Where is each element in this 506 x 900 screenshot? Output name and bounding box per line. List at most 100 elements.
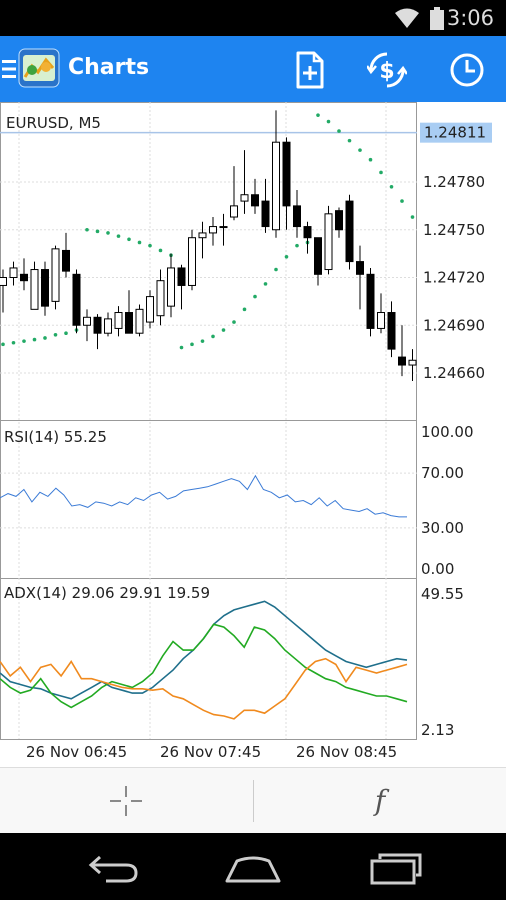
- bullish-candle: [324, 213, 333, 271]
- back-icon[interactable]: [84, 851, 144, 885]
- psar-dot: [148, 243, 152, 248]
- rsi-tick-label: 30.00: [421, 519, 464, 537]
- psar-dot: [379, 170, 383, 175]
- psar-dot: [368, 157, 373, 162]
- current-price-label: 1.24811: [424, 124, 486, 142]
- time-axis: 26 Nov 06:45 26 Nov 07:45 26 Nov 08:45: [26, 743, 397, 761]
- bearish-candle: [387, 312, 396, 350]
- bearish-candle: [366, 273, 375, 329]
- new-document-icon[interactable]: [290, 50, 330, 90]
- bullish-candle: [30, 269, 39, 310]
- bullish-candle: [188, 237, 196, 286]
- bearish-candle: [398, 356, 406, 366]
- adx-plus-di-line: [0, 623, 408, 709]
- bullish-candle: [83, 316, 91, 326]
- indicator-function-icon[interactable]: f: [350, 778, 410, 824]
- bullish-candle: [146, 296, 154, 323]
- price-tick-label: 1.24720: [423, 269, 485, 287]
- bearish-candle: [20, 273, 28, 282]
- adx-lines: [0, 600, 408, 720]
- rsi-label: RSI(14) 55.25: [4, 428, 107, 446]
- psar-dot: [137, 240, 142, 245]
- psar-dot: [179, 345, 184, 350]
- chart-area[interactable]: EURUSD, M5 1.24811 1.24780 1.24750 1.24720…: [0, 102, 506, 767]
- psar-dot: [200, 339, 205, 343]
- psar-dot: [337, 129, 341, 133]
- bearish-candle: [293, 205, 301, 228]
- trade-icon[interactable]: $: [367, 50, 407, 90]
- bearish-candle: [125, 312, 133, 334]
- psar-dot: [53, 333, 58, 337]
- psar-dot: [64, 331, 68, 336]
- rsi-tick-label: 70.00: [421, 464, 464, 482]
- navigation-bar: [0, 833, 506, 900]
- psar-dot: [242, 307, 247, 312]
- app-bar: Charts $: [0, 36, 506, 102]
- status-bar: 3:06: [0, 0, 506, 36]
- bearish-candle: [62, 249, 70, 272]
- candlesticks: [0, 110, 417, 381]
- psar-dot: [95, 229, 100, 234]
- bullish-candle: [230, 205, 238, 218]
- adx-main-line: [0, 600, 408, 700]
- psar-dot: [43, 336, 47, 340]
- psar-dot: [1, 342, 5, 347]
- psar-dot: [22, 339, 26, 343]
- psar-dot: [11, 340, 16, 345]
- price-tick-label: 1.24660: [423, 364, 485, 382]
- parabolic-sar: [1, 113, 415, 350]
- psar-dot: [400, 199, 404, 203]
- psar-dot: [253, 294, 257, 299]
- horizontal-gridlines: [0, 181, 417, 529]
- psar-dot: [221, 328, 226, 332]
- current-price-box: [420, 122, 492, 143]
- psar-dot: [32, 337, 37, 342]
- app-logo-icon[interactable]: [18, 48, 60, 88]
- psar-dot: [190, 342, 194, 347]
- psar-dot: [127, 237, 131, 242]
- psar-dot: [410, 215, 415, 219]
- bearish-candle: [345, 200, 354, 263]
- rsi-tick-label: 100.00: [421, 423, 474, 441]
- adx-tick-label: 2.13: [421, 721, 454, 739]
- bearish-candle: [335, 210, 343, 231]
- price-axis: 1.24780 1.24750 1.24720 1.24690 1.24660: [423, 173, 485, 382]
- rsi-tick-label: 0.00: [421, 560, 454, 578]
- bearish-candle: [314, 237, 322, 275]
- psar-dot: [211, 334, 215, 339]
- status-time: 3:06: [446, 6, 494, 30]
- psar-dot: [106, 231, 110, 235]
- svg-text:$: $: [379, 59, 394, 84]
- symbol-label: EURUSD, M5: [6, 114, 101, 132]
- history-clock-icon[interactable]: [447, 50, 487, 90]
- recent-apps-icon[interactable]: [366, 851, 426, 885]
- menu-icon[interactable]: [2, 58, 16, 80]
- home-icon[interactable]: [223, 851, 283, 885]
- bullish-candle: [114, 312, 123, 329]
- bullish-candle: [167, 267, 175, 307]
- bullish-candle: [104, 318, 112, 334]
- adx-tick-label: 49.55: [421, 585, 464, 603]
- bottom-toolbar: f: [0, 767, 506, 834]
- rsi-series-line: [0, 474, 407, 518]
- psar-dot: [274, 267, 278, 272]
- psar-dot: [232, 320, 236, 324]
- psar-dot: [295, 243, 299, 248]
- bullish-candle: [0, 277, 7, 286]
- bullish-candle: [219, 226, 228, 229]
- page-title: Charts: [68, 55, 150, 80]
- psar-dot: [326, 119, 331, 124]
- adx-axis: 49.55 2.13: [421, 585, 464, 739]
- psar-dot: [284, 255, 289, 259]
- time-tick-label: 26 Nov 08:45: [296, 743, 397, 761]
- bearish-candle: [251, 194, 259, 207]
- bullish-candle: [156, 280, 165, 317]
- time-tick-label: 26 Nov 07:45: [160, 743, 261, 761]
- bullish-candle: [51, 248, 60, 302]
- bullish-candle: [408, 359, 417, 366]
- bearish-candle: [177, 267, 186, 286]
- crosshair-icon[interactable]: [96, 778, 156, 824]
- psar-dot: [85, 227, 89, 232]
- psar-dot: [263, 282, 268, 286]
- bearish-candle: [41, 269, 49, 307]
